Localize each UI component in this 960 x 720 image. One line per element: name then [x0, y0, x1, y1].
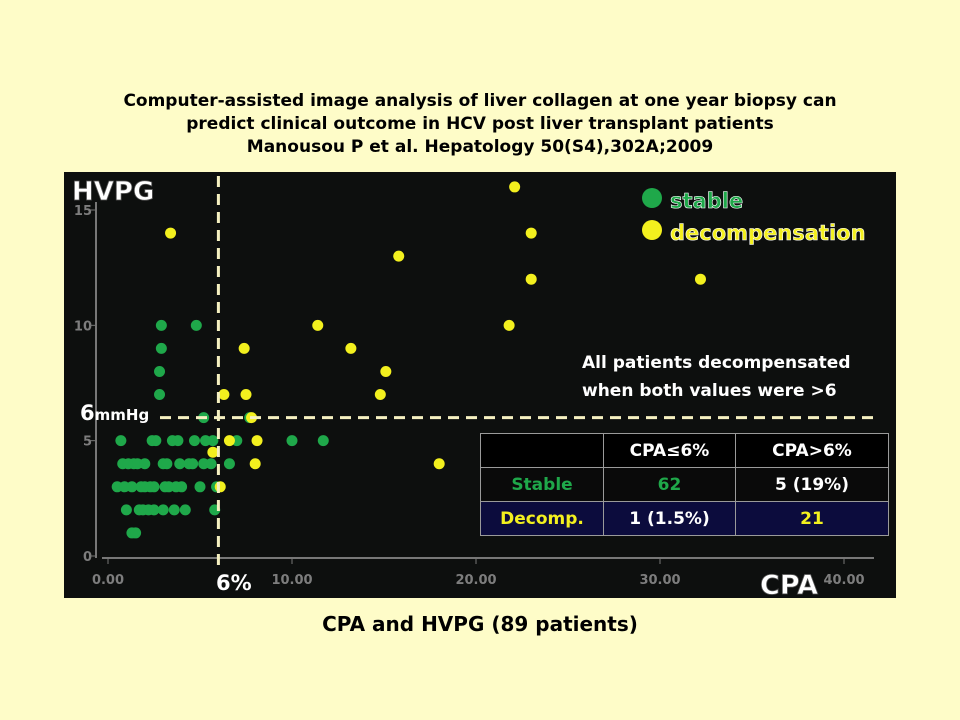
- scatter-chart: 0.00 10.00 20.00 30.00 40.00 0 5 10 15 HVPG CPA 6%…: [72, 176, 880, 598]
- row-label-decomp: Decomp.: [480, 501, 604, 536]
- stable-point: [172, 435, 184, 447]
- y-tick-label: 5: [83, 435, 92, 450]
- table-header-corner: [480, 433, 604, 468]
- cell-decomp-cpa-high: 21: [735, 501, 889, 536]
- legend-label-decompensation: decompensation: [670, 221, 866, 245]
- decompensation-point: [433, 458, 445, 470]
- decompensation-point: [525, 273, 537, 285]
- y-tick-label: 15: [74, 204, 92, 219]
- decompensation-point: [165, 227, 177, 239]
- hvpg-threshold-label: 6mmHg: [80, 401, 149, 425]
- stable-point: [150, 435, 162, 447]
- decompensation-point: [238, 342, 250, 354]
- stable-point: [190, 319, 202, 331]
- chart-caption: CPA and HVPG (89 patients): [322, 612, 638, 636]
- stable-point: [205, 458, 217, 470]
- stable-point: [179, 504, 191, 516]
- stable-point: [154, 389, 166, 401]
- x-axis-label: CPA: [760, 570, 818, 598]
- table-header-cpa-high: CPA>6%: [735, 433, 889, 468]
- stable-point: [130, 527, 142, 539]
- stable-point: [157, 504, 169, 516]
- x-tick-label: 40.00: [823, 573, 864, 588]
- stable-point: [207, 435, 219, 447]
- stable-point: [148, 504, 160, 516]
- x-tick-label: 0.00: [92, 573, 124, 588]
- table-row-stable: Stable 62 5 (19%): [480, 467, 889, 502]
- cell-decomp-cpa-low: 1 (1.5%): [603, 501, 736, 536]
- y-axis-label: HVPG: [72, 177, 154, 207]
- decompensation-point: [223, 435, 235, 447]
- decompensation-point: [251, 435, 263, 447]
- title-line-3: Manousou P et al. Hepatology 50(S4),302A…: [246, 137, 714, 157]
- stable-point: [188, 435, 200, 447]
- chart-title: Computer-assisted image analysis of live…: [0, 90, 960, 159]
- annotation-line-2: when both values were >6: [582, 381, 837, 401]
- stable-point: [161, 458, 173, 470]
- stable-point: [187, 458, 199, 470]
- legend-marker-stable: [642, 188, 662, 208]
- cell-stable-cpa-high: 5 (19%): [735, 467, 889, 502]
- stable-point: [154, 365, 166, 377]
- stable-point: [168, 504, 180, 516]
- title-line-1: Computer-assisted image analysis of live…: [123, 91, 837, 111]
- decompensation-point: [503, 319, 515, 331]
- cell-stable-cpa-low: 62: [603, 467, 736, 502]
- row-label-stable: Stable: [480, 467, 604, 502]
- decompensation-point: [207, 446, 219, 458]
- table-header-row: CPA≤6% CPA>6%: [480, 433, 889, 468]
- decompensation-point: [312, 319, 324, 331]
- decompensation-point: [214, 481, 226, 493]
- results-table: CPA≤6% CPA>6% Stable 62 5 (19%) Decomp. …: [480, 433, 889, 536]
- x-tick-label: 20.00: [455, 573, 496, 588]
- x-tick-label: 30.00: [639, 573, 680, 588]
- stable-point: [139, 458, 151, 470]
- results-table-wrapper: CPA≤6% CPA>6% Stable 62 5 (19%) Decomp. …: [480, 433, 889, 536]
- decompensation-point: [249, 458, 261, 470]
- stable-point: [286, 435, 298, 447]
- stable-point: [155, 319, 167, 331]
- stable-point: [148, 481, 160, 493]
- decompensation-point: [380, 365, 392, 377]
- stable-point: [194, 481, 206, 493]
- stable-point: [174, 458, 186, 470]
- table-row-decomp: Decomp. 1 (1.5%) 21: [480, 501, 889, 536]
- stable-point: [115, 435, 127, 447]
- decompensation-point: [525, 227, 537, 239]
- decompensation-point: [393, 250, 405, 262]
- stable-point: [176, 481, 188, 493]
- stable-point: [317, 435, 329, 447]
- decompensation-point: [345, 342, 357, 354]
- legend-marker-decompensation: [642, 220, 662, 240]
- title-line-2: predict clinical outcome in HCV post liv…: [186, 114, 774, 134]
- stable-point: [126, 481, 138, 493]
- stable-point: [120, 504, 132, 516]
- decompensation-point: [694, 273, 706, 285]
- table-header-cpa-low: CPA≤6%: [603, 433, 736, 468]
- annotation-line-1: All patients decompensated: [582, 353, 851, 373]
- decompensation-point: [218, 389, 230, 401]
- cpa-threshold-label: 6%: [216, 571, 252, 595]
- y-tick-label: 0: [83, 550, 92, 565]
- decompensation-point: [509, 181, 521, 193]
- legend-label-stable: stable: [670, 189, 743, 213]
- decompensation-point: [374, 389, 386, 401]
- stable-point: [223, 458, 235, 470]
- y-tick-label: 10: [74, 319, 92, 334]
- decompensation-point: [240, 389, 252, 401]
- stable-point: [155, 342, 167, 354]
- plot-panel: 0.00 10.00 20.00 30.00 40.00 0 5 10 15 HVPG CPA 6%…: [64, 172, 896, 598]
- x-tick-label: 10.00: [271, 573, 312, 588]
